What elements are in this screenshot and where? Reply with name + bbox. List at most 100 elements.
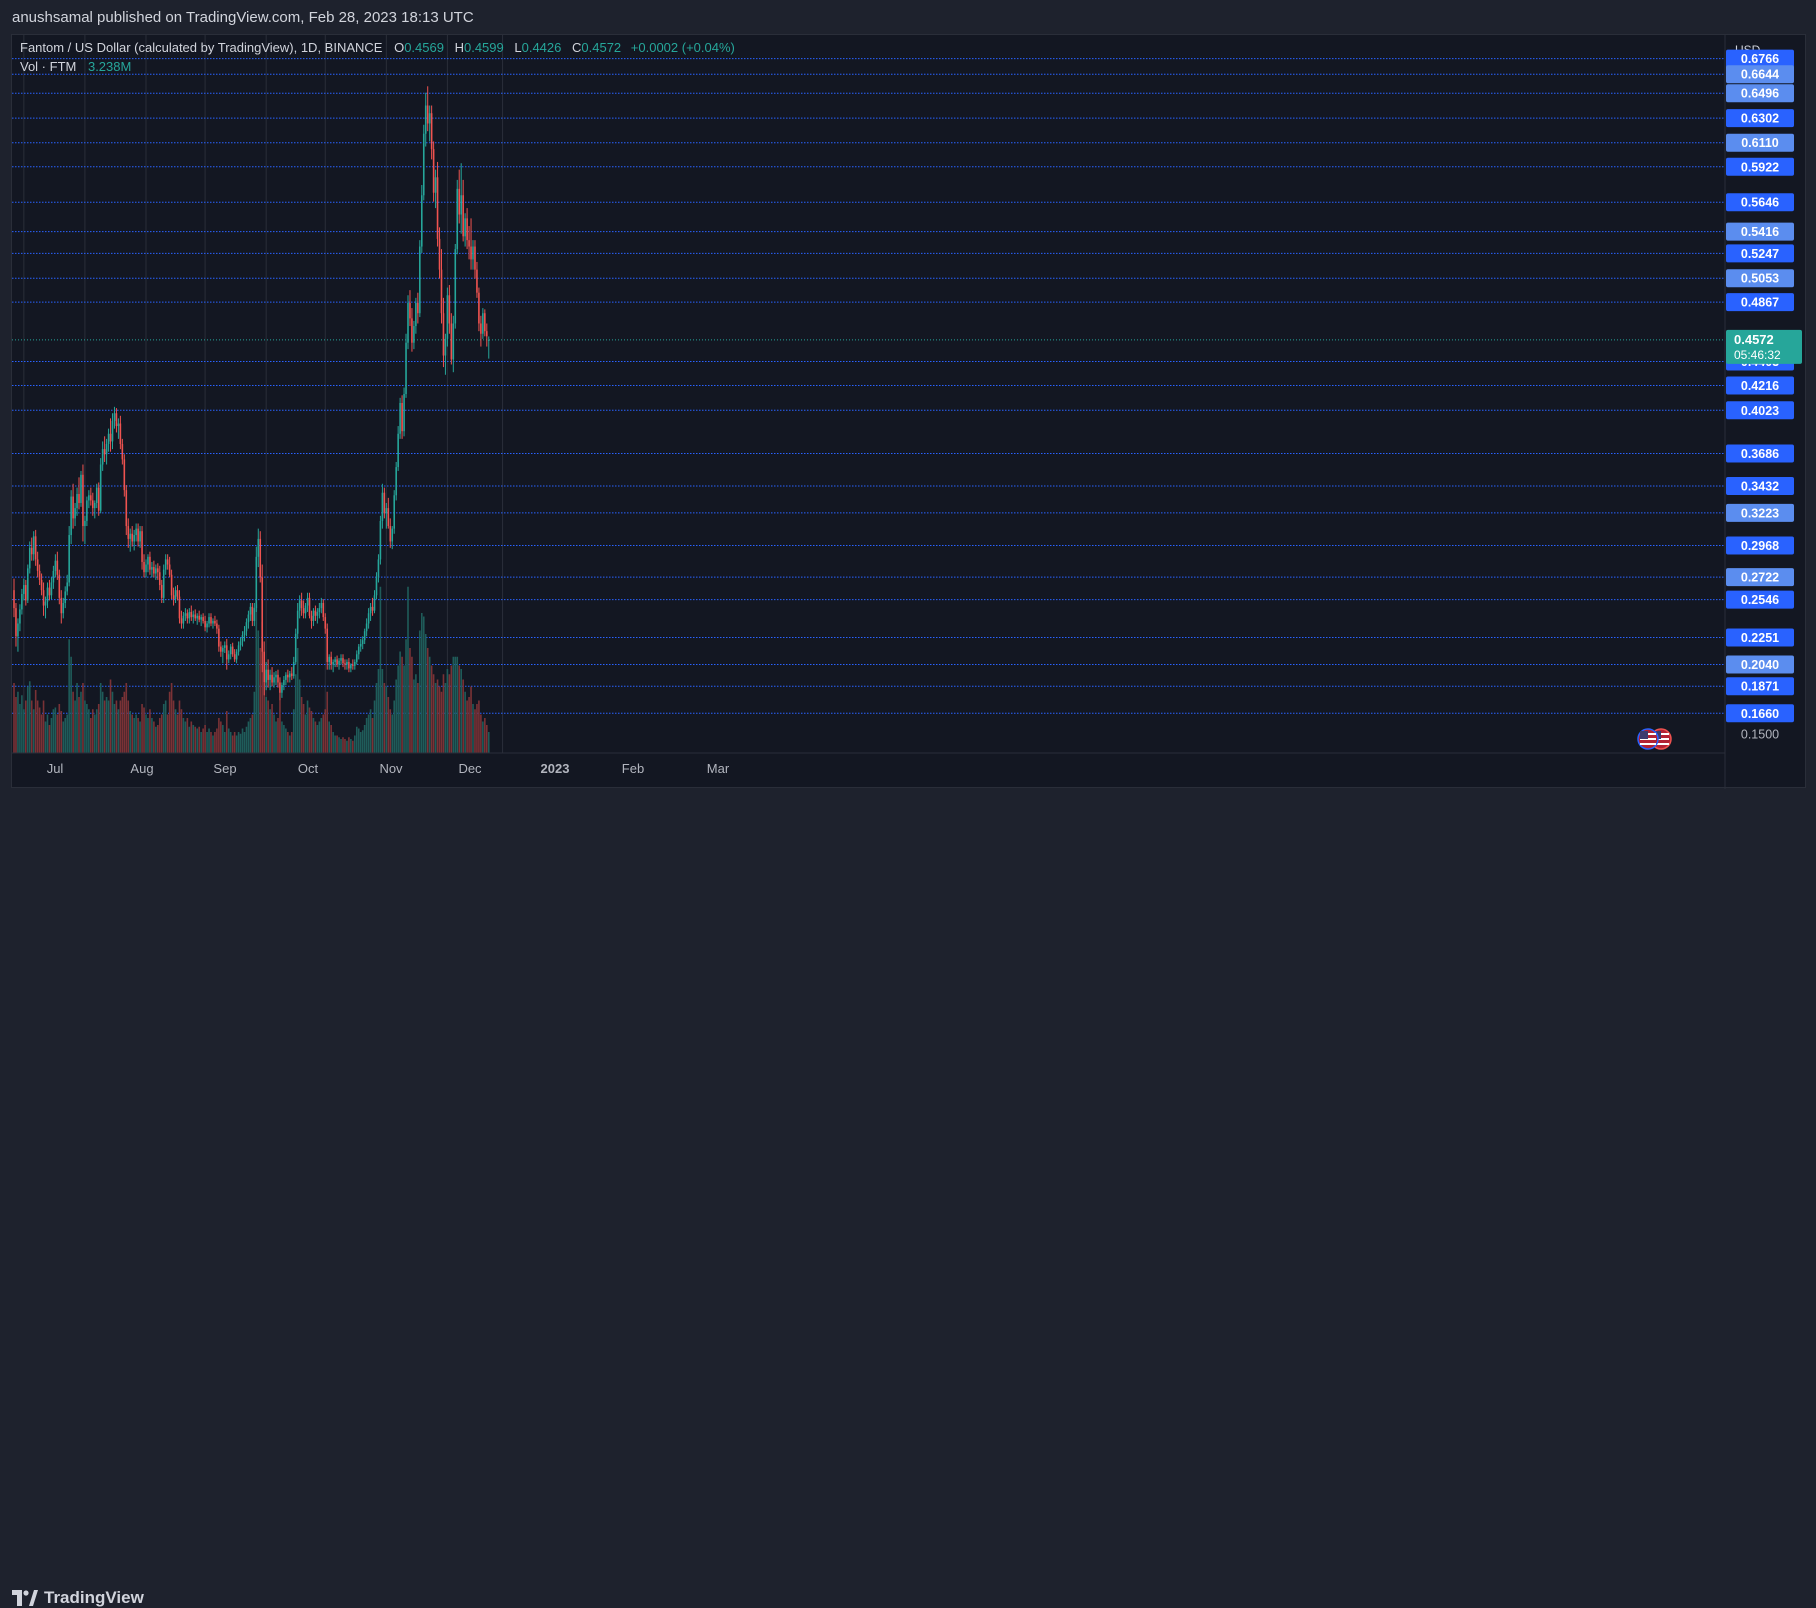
volume-bar	[434, 683, 437, 753]
us-flag-icon[interactable]	[1637, 728, 1659, 750]
volume-bar	[468, 697, 470, 753]
volume-bar	[460, 669, 462, 753]
volume-bar	[446, 669, 449, 753]
price-level-label: 0.5416	[1741, 225, 1779, 239]
candle-body	[442, 313, 445, 356]
candle-body	[330, 656, 332, 665]
volume-bar	[279, 700, 281, 753]
volume-bar	[194, 726, 197, 753]
volume-bar	[17, 691, 19, 753]
volume-bar	[415, 674, 417, 753]
volume-bar	[227, 728, 230, 753]
candle-body	[192, 614, 195, 618]
candle-body	[42, 590, 45, 606]
candle-body	[249, 606, 252, 615]
candle-body	[34, 536, 37, 560]
volume-bar	[426, 648, 429, 753]
candle-body	[162, 569, 165, 598]
price-chart[interactable]: Fantom / US Dollar (calculated by Tradin…	[12, 35, 1807, 789]
candle-body	[281, 685, 283, 693]
candle-body	[225, 645, 228, 660]
volume-bar	[466, 700, 468, 753]
price-level-label-box	[1726, 193, 1794, 212]
candle-body	[419, 246, 421, 314]
volume-bar	[387, 697, 390, 753]
volume-bar	[66, 714, 68, 753]
candle-body	[422, 133, 425, 196]
candle-body	[158, 572, 161, 586]
candle-body	[208, 617, 210, 624]
volume-bar	[121, 697, 124, 753]
volume-bar	[72, 691, 74, 753]
volume-bar	[93, 714, 96, 753]
volume-bar	[99, 683, 102, 753]
volume-bar	[448, 674, 451, 753]
top-bar: anushsamal published on TradingView.com,…	[0, 0, 1816, 34]
volume-bar	[202, 728, 204, 753]
candle-body	[253, 608, 256, 621]
volume-bar	[411, 656, 413, 753]
candle-body	[342, 658, 344, 664]
candle-body	[350, 664, 352, 669]
volume-bar	[141, 704, 143, 753]
candle-body	[113, 413, 116, 421]
volume-bar	[428, 656, 431, 753]
volume-bar	[399, 651, 401, 753]
time-axis-label: Mar	[707, 761, 730, 776]
candle-body	[70, 496, 72, 536]
candle-body	[194, 614, 197, 619]
volume-bar	[131, 714, 133, 753]
price-level-label-box	[1726, 590, 1794, 609]
volume-bar	[334, 735, 336, 753]
volume-bar	[151, 718, 153, 753]
candle-body	[23, 585, 25, 595]
volume-bar	[346, 740, 348, 753]
candle-body	[97, 487, 100, 511]
candle-body	[32, 536, 35, 555]
legend-high-value: 0.4599	[464, 40, 504, 55]
tradingview-logo[interactable]: TradingView	[12, 1588, 144, 1608]
candle-body	[308, 597, 311, 616]
candle-body	[48, 587, 51, 596]
candle-body	[147, 556, 149, 565]
price-level-label: 0.2722	[1741, 571, 1779, 585]
volume-bar	[21, 695, 23, 753]
candle-body	[84, 520, 86, 527]
volume-bar	[476, 704, 478, 753]
volume-bar	[290, 732, 293, 753]
volume-bar	[70, 656, 72, 753]
current-price-label: 0.4572	[1734, 332, 1774, 347]
candle-body	[229, 646, 232, 655]
volume-bar	[298, 679, 301, 753]
volume-bar	[25, 700, 27, 753]
volume-bar	[450, 665, 453, 753]
candle-body	[200, 617, 202, 620]
volume-bar	[107, 700, 110, 753]
candle-body	[56, 560, 59, 575]
candle-body	[119, 423, 122, 445]
volume-bar	[123, 691, 126, 753]
candle-body	[186, 613, 189, 619]
volume-bar	[292, 709, 295, 753]
volume-bar	[350, 739, 352, 753]
volume-bar	[97, 704, 100, 753]
chart-pane[interactable]: Fantom / US Dollar (calculated by Tradin…	[11, 34, 1807, 789]
price-level-label: 0.3686	[1741, 447, 1779, 461]
volume-bar	[326, 691, 329, 753]
price-level-label: 0.4023	[1741, 404, 1779, 418]
candle-body	[245, 622, 248, 632]
price-level-label: 0.2546	[1741, 593, 1779, 607]
candle-body	[174, 590, 177, 600]
volume-bar	[422, 616, 425, 753]
time-axis: Jul Aug Sep Oct Nov Dec 2023 Feb Mar	[12, 35, 1726, 789]
candle-body	[46, 587, 49, 602]
candle-body	[13, 590, 15, 609]
candle-body	[403, 394, 405, 432]
candle-body	[460, 195, 462, 215]
candle-body	[484, 313, 486, 332]
price-level-label-box	[1726, 222, 1794, 241]
volume-bar	[430, 665, 433, 753]
candle-body	[38, 570, 41, 580]
price-level-label: 0.4216	[1741, 379, 1779, 393]
candle-body	[420, 195, 423, 247]
